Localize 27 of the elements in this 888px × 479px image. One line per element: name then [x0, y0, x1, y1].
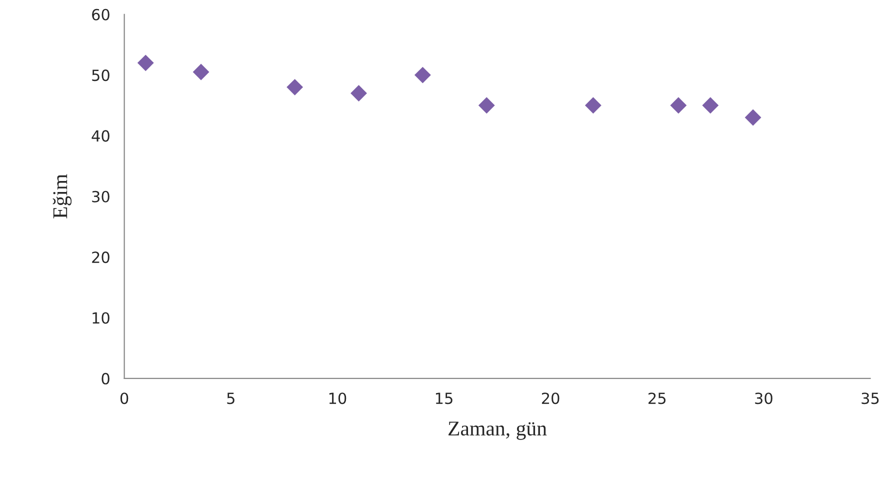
point	[478, 97, 495, 114]
x-tick-label: 25	[648, 392, 666, 404]
point	[670, 97, 687, 114]
point	[137, 54, 154, 72]
y-tick-label: 20	[92, 252, 110, 264]
y-tick-label: 30	[92, 190, 110, 202]
y-axis-title: Eğim	[52, 174, 72, 218]
point	[286, 78, 304, 96]
x-tick-label: 0	[120, 392, 128, 404]
y-tick-label: 0	[102, 372, 110, 384]
y-tick-label: 60	[92, 8, 110, 20]
point	[350, 85, 367, 102]
x-tick-label: 10	[329, 392, 346, 404]
x-tick-label: 35	[862, 392, 879, 404]
point	[414, 66, 431, 84]
point	[744, 109, 762, 126]
y-tick-label: 40	[92, 130, 110, 142]
x-axis-title: Zaman, gün	[448, 422, 547, 440]
x-tick-label: 30	[755, 392, 772, 404]
point	[192, 64, 210, 80]
y-tick-label: 50	[92, 70, 110, 82]
point	[584, 97, 602, 114]
x-tick-label: 20	[542, 392, 560, 404]
x-tick-label: 5	[227, 392, 234, 404]
x-tick-label: 15	[436, 392, 452, 404]
y-tick-label: 10	[92, 312, 110, 324]
point	[702, 97, 719, 114]
